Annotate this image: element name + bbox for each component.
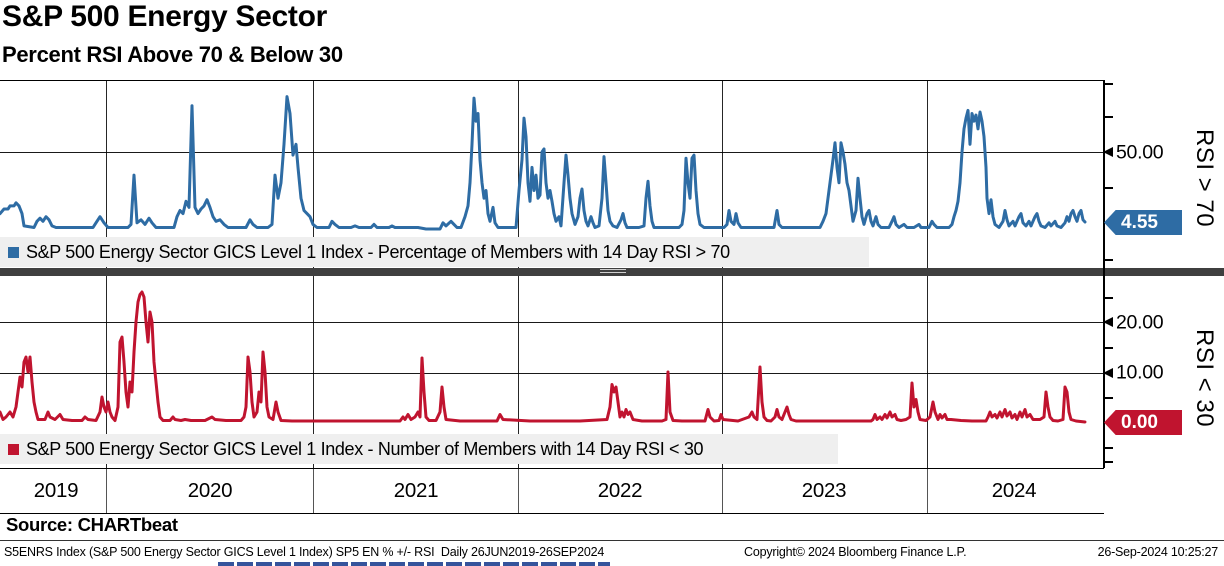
top-axis-tick-50: 50.00 (1116, 141, 1164, 164)
last-value-badge-top: 4.55 (1104, 210, 1182, 235)
top-axis-title: RSI > 70 (1191, 128, 1218, 228)
rsi-below-30-line-chart (0, 290, 1087, 424)
year-label-2022: 2022 (597, 479, 643, 502)
clipped-bottom-bar (218, 562, 610, 566)
axis-tick (1105, 461, 1113, 463)
year-separator (106, 469, 107, 513)
gridline-20 (0, 322, 1104, 323)
rsi-above-70-panel: S&P 500 Energy Sector GICS Level 1 Index… (0, 80, 1104, 269)
gridline-10 (0, 373, 1104, 374)
bottom-axis-tick-10: 10.00 (1116, 361, 1164, 384)
year-gridline-2023 (722, 276, 723, 468)
bottom-legend: S&P 500 Energy Sector GICS Level 1 Index… (0, 434, 838, 464)
top-legend-swatch (8, 246, 19, 258)
year-gridline-2021 (313, 81, 314, 269)
last-value-badge-bottom: 0.00 (1104, 410, 1182, 435)
axis-tick (1105, 347, 1113, 349)
chart-title: S&P 500 Energy Sector (2, 0, 327, 33)
status-bar-security-info: S5ENRS Index (S&P 500 Energy Sector GICS… (4, 545, 605, 559)
footer-divider (0, 540, 1224, 541)
axis-tick (1105, 259, 1113, 261)
right-axis-line (1103, 80, 1105, 468)
axis-tick (1105, 297, 1113, 299)
tick-arrow-icon (1103, 147, 1113, 157)
axis-tick (1105, 83, 1113, 85)
tick-arrow-icon (1103, 368, 1113, 378)
year-label-2024: 2024 (991, 479, 1037, 502)
rsi-below-30-series (0, 290, 1087, 424)
year-label-2023: 2023 (801, 479, 847, 502)
x-axis: 2019 2020 2021 2022 2023 2024 (0, 468, 1104, 514)
year-gridline-2022 (518, 276, 519, 468)
panel-splitter-handle[interactable] (600, 269, 626, 275)
year-gridline-2020 (106, 81, 107, 269)
top-legend: S&P 500 Energy Sector GICS Level 1 Index… (0, 237, 869, 267)
bottom-axis-tick-20: 20.00 (1116, 311, 1164, 334)
year-separator (722, 469, 723, 513)
chart-subtitle: Percent RSI Above 70 & Below 30 (2, 42, 343, 67)
year-label-2021: 2021 (393, 479, 439, 502)
year-gridline-2020 (106, 276, 107, 468)
year-label-2019: 2019 (33, 479, 79, 502)
rsi-below-30-panel: S&P 500 Energy Sector GICS Level 1 Index… (0, 276, 1104, 469)
bottom-legend-label: S&P 500 Energy Sector GICS Level 1 Index… (26, 438, 704, 459)
tick-arrow-icon (1103, 317, 1113, 327)
axis-tick (1105, 187, 1113, 189)
top-legend-label: S&P 500 Energy Sector GICS Level 1 Index… (26, 241, 730, 262)
status-bar-copyright: Copyright© 2024 Bloomberg Finance L.P. (744, 545, 967, 559)
year-separator (518, 469, 519, 513)
year-gridline-2021 (313, 276, 314, 468)
year-gridline-2022 (518, 81, 519, 269)
year-gridline-2023 (722, 81, 723, 269)
axis-tick (1105, 397, 1113, 399)
bottom-legend-swatch (8, 443, 19, 455)
bottom-axis-title: RSI < 30 (1191, 328, 1218, 428)
source-label: Source: CHARTbeat (6, 514, 178, 535)
rsi-above-70-line-chart (0, 95, 1087, 231)
rsi-above-70-series (0, 95, 1087, 231)
year-separator (927, 469, 928, 513)
year-separator (313, 469, 314, 513)
axis-tick (1105, 116, 1113, 118)
year-gridline-2024 (927, 81, 928, 269)
axis-tick (1105, 447, 1113, 449)
status-bar-timestamp: 26-Sep-2024 10:25:27 (1097, 545, 1219, 559)
gridline-50 (0, 152, 1104, 153)
year-gridline-2024 (927, 276, 928, 468)
year-label-2020: 2020 (187, 479, 233, 502)
